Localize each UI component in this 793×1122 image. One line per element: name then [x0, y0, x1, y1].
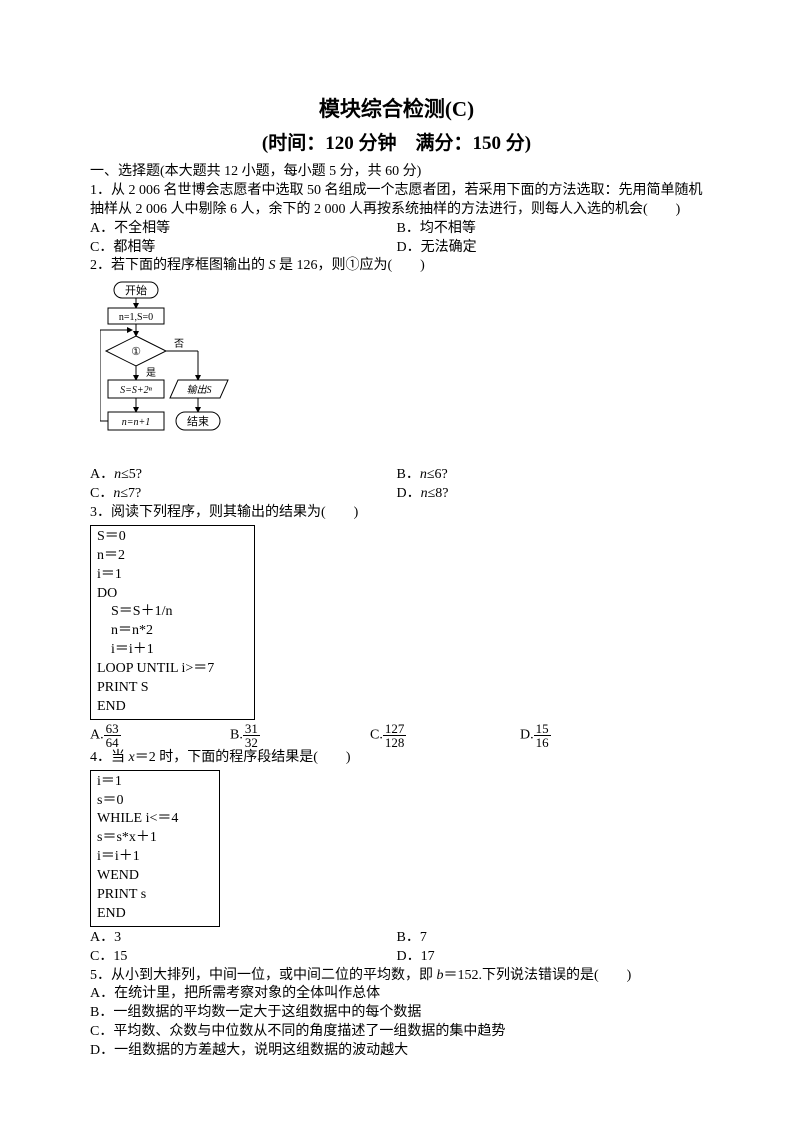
q3-options: A.6364 B.3132 C.127128 D.1516 [90, 722, 703, 749]
svg-text:否: 否 [174, 338, 184, 350]
section-1-header: 一、选择题(本大题共 12 小题，每小题 5 分，共 60 分) [90, 163, 703, 182]
q4-code: i＝1 s＝0 WHILE i<＝4 s＝s*x＋1 i＝i＋1 WEND PR… [90, 770, 220, 927]
page-title: 模块综合检测(C) [90, 95, 703, 123]
q2-opt-a: A．n≤5? [90, 466, 397, 485]
q4-opt-a: A．3 [90, 929, 397, 948]
svg-text:n=n+1: n=n+1 [122, 417, 151, 428]
q1-opt-c: C．都相等 [90, 239, 397, 258]
q5-opt-d: D．一组数据的方差越大，说明这组数据的波动越大 [90, 1042, 703, 1061]
q4-text: 4．当 x＝2 时，下面的程序段结果是( ) [90, 749, 703, 768]
q5-opt-c: C．平均数、众数与中位数从不同的角度描述了一组数据的集中趋势 [90, 1023, 703, 1042]
q1-opt-b: B．均不相等 [397, 220, 704, 239]
q5-opt-b: B．一组数据的平均数一定大于这组数据中的每个数据 [90, 1004, 703, 1023]
flowchart: 开始 n=1,S=0 ① 是 否 S=S+2ⁿ 输出S n=n+1 结束 [100, 280, 703, 462]
q1-opt-d: D．无法确定 [397, 239, 704, 258]
svg-text:输出S: 输出S [187, 384, 212, 396]
q2-opt-c: C．n≤7? [90, 485, 397, 504]
q1-opt-a: A．不全相等 [90, 220, 397, 239]
q4-opt-c: C．15 [90, 948, 397, 967]
q2-opt-d: D．n≤8? [397, 485, 704, 504]
svg-text:n=1,S=0: n=1,S=0 [119, 312, 153, 323]
page-subtitle: (时间：120 分钟 满分：150 分) [90, 131, 703, 157]
svg-text:是: 是 [146, 367, 156, 379]
svg-text:S=S+2ⁿ: S=S+2ⁿ [120, 385, 152, 396]
q2-text: 2．若下面的程序框图输出的 S 是 126，则①应为( ) [90, 257, 703, 276]
q4-opt-b: B．7 [397, 929, 704, 948]
q3-text: 3．阅读下列程序，则其输出的结果为( ) [90, 504, 703, 523]
svg-text:开始: 开始 [125, 283, 147, 297]
svg-text:结束: 结束 [187, 415, 209, 428]
q1-text: 1．从 2 006 名世博会志愿者中选取 50 名组成一个志愿者团，若采用下面的… [90, 182, 703, 220]
q3-code: S＝0 n＝2 i＝1 DO S＝S＋1/n n＝n*2 i＝i＋1 LOOP … [90, 525, 255, 720]
q4-opt-d: D．17 [397, 948, 704, 967]
q5-text: 5．从小到大排列，中间一位，或中间二位的平均数，即 b＝152.下列说法错误的是… [90, 967, 703, 986]
svg-text:①: ① [131, 346, 141, 358]
q2-opt-b: B．n≤6? [397, 466, 704, 485]
q5-opt-a: A．在统计里，把所需考察对象的全体叫作总体 [90, 985, 703, 1004]
